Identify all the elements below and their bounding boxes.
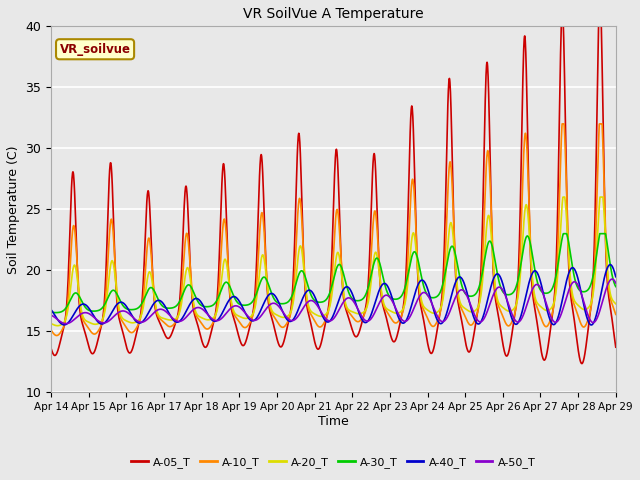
A-20_T (362, 306, 370, 312)
Legend: A-05_T, A-10_T, A-20_T, A-30_T, A-40_T, A-50_T: A-05_T, A-10_T, A-20_T, A-30_T, A-40_T, … (127, 453, 540, 472)
A-10_T (498, 311, 506, 316)
A-20_T (578, 306, 586, 312)
A-40_T (47, 307, 55, 312)
A-05_T (362, 303, 370, 309)
A-40_T (588, 322, 595, 328)
A-20_T (47, 321, 55, 326)
A-10_T (563, 180, 570, 186)
A-10_T (612, 312, 620, 317)
A-30_T (559, 231, 567, 237)
A-30_T (47, 309, 55, 315)
A-40_T (362, 320, 370, 325)
A-40_T (498, 277, 506, 283)
A-20_T (350, 310, 358, 315)
A-30_T (362, 290, 370, 296)
Line: A-50_T: A-50_T (51, 279, 616, 324)
Y-axis label: Soil Temperature (C): Soil Temperature (C) (7, 145, 20, 274)
A-40_T (578, 291, 586, 297)
Line: A-10_T: A-10_T (51, 124, 616, 336)
A-20_T (559, 194, 567, 200)
A-05_T (47, 346, 55, 351)
A-50_T (562, 296, 570, 301)
A-50_T (62, 321, 70, 326)
A-50_T (350, 299, 358, 305)
A-05_T (612, 344, 620, 350)
A-50_T (578, 292, 586, 298)
A-10_T (578, 323, 586, 329)
A-30_T (205, 304, 212, 310)
A-05_T (498, 332, 506, 338)
X-axis label: Time: Time (318, 415, 349, 428)
A-05_T (558, 17, 566, 23)
A-30_T (578, 288, 586, 294)
A-05_T (578, 360, 586, 366)
A-30_T (563, 231, 570, 237)
A-50_T (612, 280, 620, 286)
A-30_T (498, 287, 506, 293)
Line: A-20_T: A-20_T (51, 197, 616, 326)
A-40_T (350, 295, 358, 300)
A-10_T (205, 325, 212, 331)
A-50_T (205, 313, 212, 319)
A-20_T (498, 304, 506, 310)
A-50_T (498, 286, 506, 291)
A-20_T (563, 212, 570, 218)
A-05_T (578, 360, 586, 366)
A-20_T (612, 301, 620, 307)
A-05_T (350, 331, 358, 336)
A-10_T (362, 306, 370, 312)
A-20_T (205, 317, 212, 323)
A-50_T (362, 318, 370, 324)
A-30_T (52, 310, 60, 315)
A-30_T (350, 297, 358, 303)
A-10_T (350, 316, 358, 322)
Line: A-05_T: A-05_T (51, 20, 616, 363)
A-50_T (608, 276, 616, 282)
A-05_T (205, 339, 212, 345)
Text: VR_soilvue: VR_soilvue (60, 43, 131, 56)
A-20_T (54, 323, 61, 329)
A-40_T (612, 274, 620, 280)
Line: A-30_T: A-30_T (51, 234, 616, 312)
A-10_T (52, 333, 60, 338)
A-40_T (562, 281, 570, 287)
A-10_T (47, 327, 55, 333)
Line: A-40_T: A-40_T (51, 264, 616, 325)
A-50_T (47, 312, 55, 318)
A-40_T (607, 262, 614, 267)
A-05_T (562, 159, 570, 165)
A-30_T (612, 284, 620, 289)
A-10_T (558, 121, 566, 127)
A-40_T (205, 312, 212, 318)
Title: VR SoilVue A Temperature: VR SoilVue A Temperature (243, 7, 424, 21)
